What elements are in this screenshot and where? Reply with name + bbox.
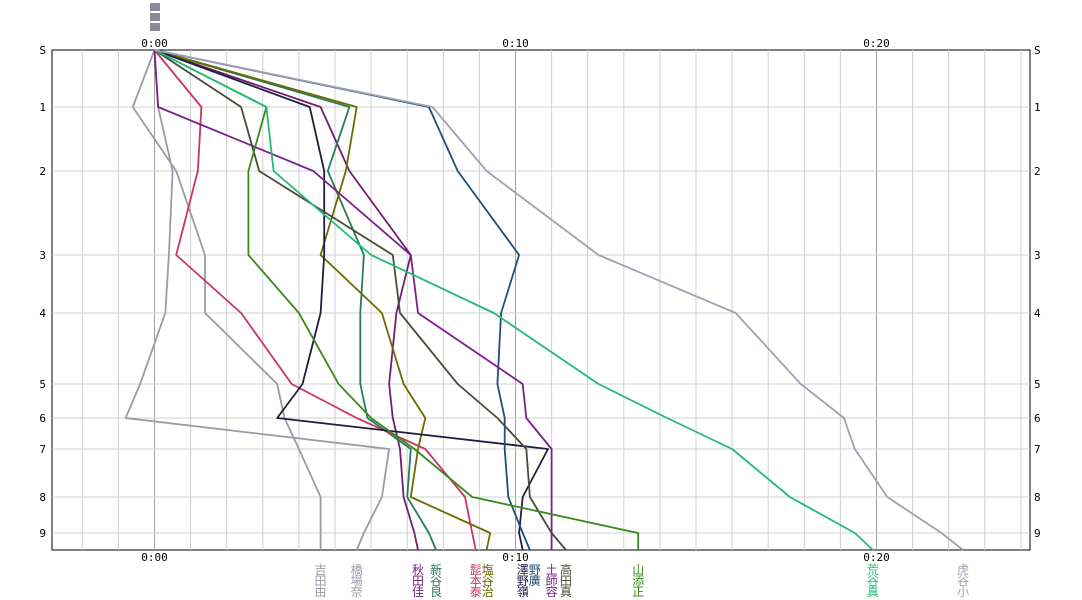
y-tick-label-left: 7 <box>39 443 46 456</box>
series-line <box>153 49 477 551</box>
x-tick-label-top: 0:20 <box>863 37 890 50</box>
series-line <box>154 49 874 551</box>
y-tick-label-left: S <box>39 44 46 57</box>
series-line <box>154 49 640 550</box>
y-tick-label-right: 5 <box>1034 378 1041 391</box>
series-line <box>154 49 492 551</box>
series-name-label: 高田真 <box>560 562 572 599</box>
y-tick-label-left: 4 <box>39 307 46 320</box>
series-name-label: 澤野嶺 <box>517 563 529 599</box>
y-tick-label-left: 2 <box>39 165 46 178</box>
y-tick-label-left: 9 <box>39 527 46 540</box>
x-tick-label-top: 0:00 <box>141 37 168 50</box>
series-name-label: 山添正 <box>632 563 644 599</box>
y-tick-label-left: 5 <box>39 378 46 391</box>
top-markers <box>150 3 160 31</box>
y-tick-label-left: 3 <box>39 249 46 262</box>
series-name-label: 土師容 <box>546 563 558 599</box>
top-marker <box>150 23 160 31</box>
series-line <box>154 49 964 551</box>
series-name-label: 野廣 <box>529 563 541 588</box>
series-line <box>124 49 391 551</box>
series-lines <box>124 49 964 551</box>
series-name-label: 吉田由 <box>315 563 327 599</box>
series-line <box>154 49 419 551</box>
plot-area <box>51 49 1031 551</box>
x-tick-label-bottom: 0:20 <box>863 551 890 564</box>
series-line <box>154 49 437 551</box>
y-tick-label-left: 6 <box>39 412 46 425</box>
top-marker <box>150 13 160 21</box>
y-tick-label-right: 9 <box>1034 527 1041 540</box>
series-line <box>154 49 567 551</box>
y-tick-label-left: 8 <box>39 491 46 504</box>
y-tick-label-right: 8 <box>1034 491 1041 504</box>
y-tick-label-right: S <box>1034 44 1041 57</box>
series-line <box>131 49 322 550</box>
y-tick-label-left: 1 <box>39 101 46 114</box>
y-tick-label-right: 2 <box>1034 165 1041 178</box>
y-tick-label-right: 1 <box>1034 101 1041 114</box>
series-name-label: 秋田佳 <box>412 563 424 599</box>
x-tick-label-top: 0:10 <box>502 37 529 50</box>
series-name-label: 新谷良 <box>430 562 442 599</box>
series-name-label: 髭本泰 <box>470 563 482 599</box>
series-name-label: 虎谷小 <box>957 563 969 599</box>
axis-ticks: 0:00 0:00 0:10 0:10 0:20 0:20 S S 1 1 2 2 3 3 4 4 5 5 6 6 7 7… <box>39 37 1041 564</box>
y-tick-label-right: 3 <box>1034 249 1041 262</box>
top-marker <box>150 3 160 11</box>
y-tick-label-right: 7 <box>1034 443 1041 456</box>
series-line <box>154 49 549 551</box>
series-line <box>154 49 531 551</box>
series-name-label: 荒谷真 <box>867 563 879 599</box>
y-tick-label-right: 6 <box>1034 412 1041 425</box>
series-line <box>153 49 553 550</box>
x-tick-label-bottom: 0:00 <box>141 551 168 564</box>
series-name-label: 橋場奈 <box>351 563 363 599</box>
x-tick-label-bottom: 0:10 <box>502 551 529 564</box>
series-name-label: 塩谷治 <box>482 562 494 599</box>
y-tick-label-right: 4 <box>1034 307 1041 320</box>
